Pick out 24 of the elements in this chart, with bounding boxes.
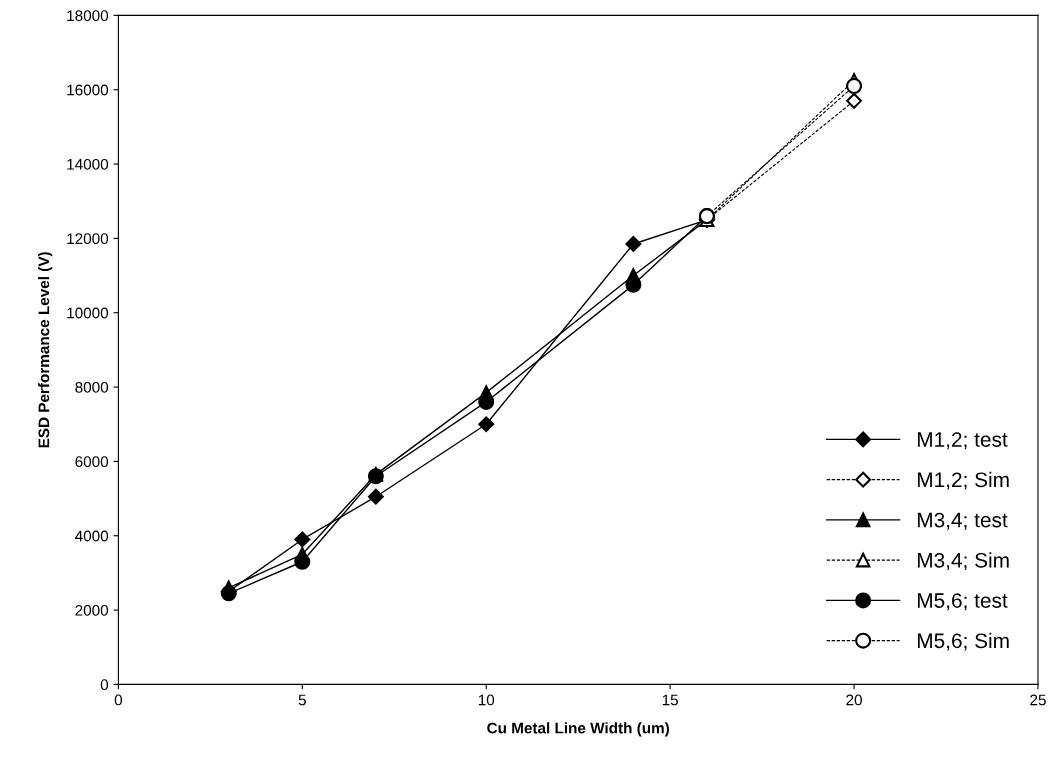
x-tick-label: 5 [298,694,306,706]
legend-label: M3,4; Sim [917,552,1009,571]
x-tick-label: 25 [1030,694,1046,706]
y-tick-label: 2000 [75,604,109,616]
y-tick-label: 4000 [75,530,109,542]
legend-label: M5,6; Sim [917,632,1009,651]
y-tick-label: 18000 [67,10,109,22]
x-tick-label: 0 [114,694,123,706]
x-tick-label: 20 [846,694,862,706]
x-tick-label: 10 [478,694,495,706]
y-tick-label: 0 [100,679,109,691]
y-tick-label: 12000 [67,233,109,245]
y-tick-label: 16000 [67,84,109,96]
y-tick-label: 8000 [75,381,109,393]
y-tick-label: 14000 [67,158,109,170]
legend-label: M5,6; test [917,593,1008,611]
y-tick-label: 10000 [67,307,109,319]
y-axis-title: ESD Performance Level (V) [38,252,53,448]
legend-label: M1,2; Sim [917,471,1009,490]
y-tick-label: 6000 [75,456,109,468]
legend-label: M3,4; test [917,512,1008,530]
x-axis-title: Cu Metal Line Width (um) [487,722,670,737]
legend-label: M1,2; test [917,432,1008,450]
x-tick-label: 15 [662,694,678,706]
